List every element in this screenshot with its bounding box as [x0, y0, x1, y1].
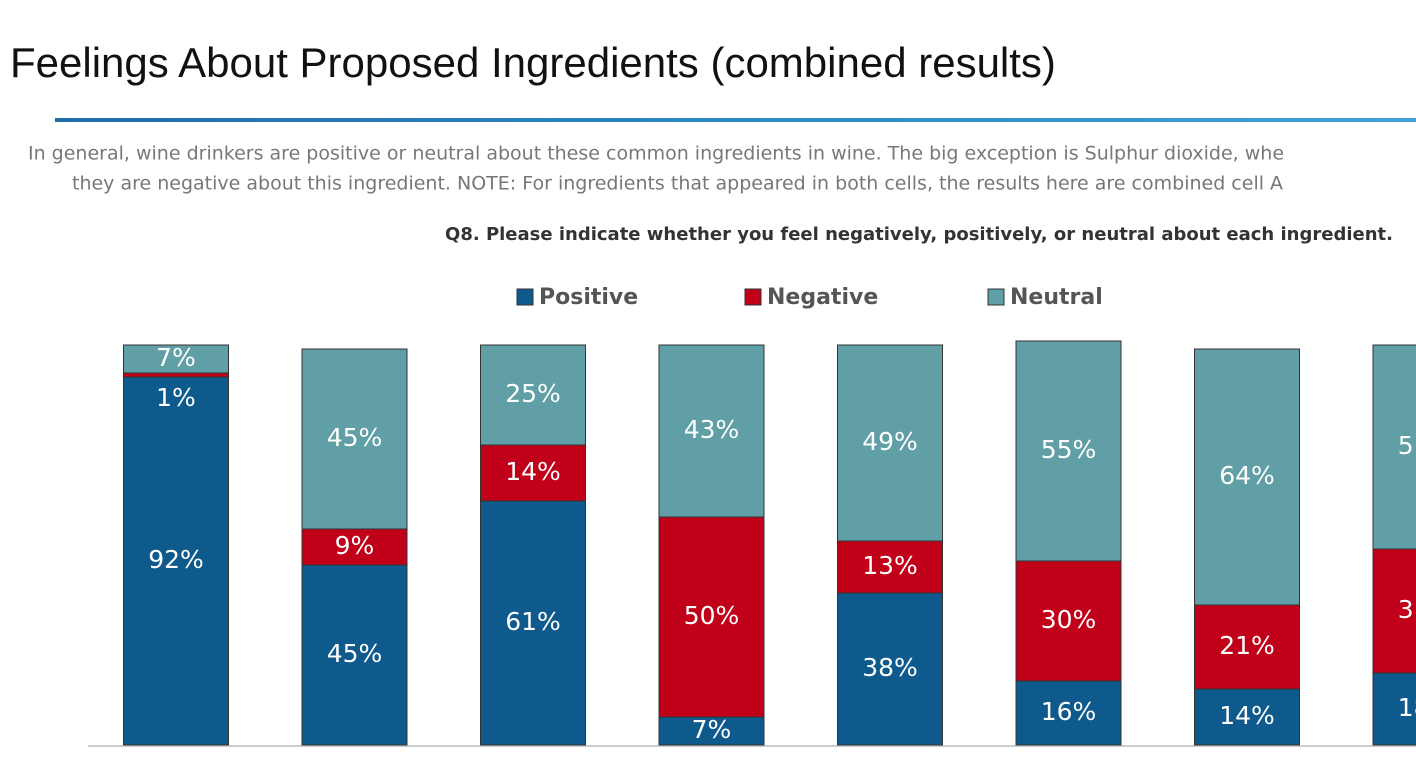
data-label: 55%: [1041, 435, 1097, 464]
legend-label: Negative: [767, 285, 878, 310]
bar-segment: [301, 528, 408, 566]
data-label: 45%: [327, 639, 383, 668]
data-label: 18%: [1398, 693, 1416, 722]
bar-segment: [1372, 672, 1416, 746]
bar-segment: [1372, 548, 1416, 674]
question: Q8. Please indicate whether you feel neg…: [445, 224, 1393, 245]
data-label: 43%: [684, 415, 740, 444]
subtitle-line: they are negative about this ingredient.…: [72, 173, 1283, 195]
data-label: 7%: [156, 343, 196, 372]
data-label: 51%: [1398, 431, 1416, 460]
data-label: 30%: [1041, 605, 1097, 634]
data-label: 50%: [684, 601, 740, 630]
subtitle-line: In general, wine drinkers are positive o…: [28, 143, 1284, 165]
bar-segment: [301, 348, 408, 530]
legend-swatch: [987, 288, 1005, 306]
bar-segment: [837, 344, 943, 542]
data-label: 16%: [1041, 697, 1097, 726]
bar-segment: [480, 344, 586, 446]
bar-segment: [658, 716, 765, 746]
data-label: 21%: [1219, 631, 1275, 660]
bar-segment: [1194, 604, 1300, 690]
data-label: 9%: [335, 531, 375, 560]
bar-segment: [837, 592, 943, 746]
bar-segment: [1194, 348, 1300, 606]
data-label: 92%: [148, 545, 204, 574]
legend-swatch: [516, 288, 534, 306]
bar-segment: [480, 500, 586, 746]
title: Feelings About Proposed Ingredients (com…: [10, 39, 1056, 86]
bar-segment: [837, 540, 943, 594]
data-label: 14%: [505, 457, 561, 486]
bar-segment: [123, 376, 229, 746]
bar-segment: [658, 344, 765, 518]
title-rule: [55, 118, 1416, 122]
data-label: 14%: [1219, 701, 1275, 730]
bar-segment: [658, 516, 765, 718]
data-label: 7%: [692, 715, 732, 744]
data-label: 1%: [156, 383, 196, 412]
bar-segment: [1372, 344, 1416, 550]
data-label: 13%: [862, 551, 918, 580]
legend-swatch: [744, 288, 762, 306]
data-label: 49%: [862, 427, 918, 456]
bar-segment: [123, 344, 229, 374]
bar-segment: [1015, 340, 1122, 562]
data-label: 25%: [505, 379, 561, 408]
bar-segment: [1194, 688, 1300, 746]
data-label: 45%: [327, 423, 383, 452]
data-label: 61%: [505, 607, 561, 636]
bar-segment: [480, 444, 586, 502]
legend-label: Neutral: [1010, 285, 1103, 310]
bar-segment: [1015, 680, 1122, 746]
bar-segment: [123, 372, 229, 378]
data-label: 38%: [862, 653, 918, 682]
data-label: 31%: [1398, 595, 1416, 624]
bar-segment: [1015, 560, 1122, 682]
bar-segment: [301, 564, 408, 746]
legend-label: Positive: [539, 285, 638, 310]
data-label: 64%: [1219, 461, 1275, 490]
